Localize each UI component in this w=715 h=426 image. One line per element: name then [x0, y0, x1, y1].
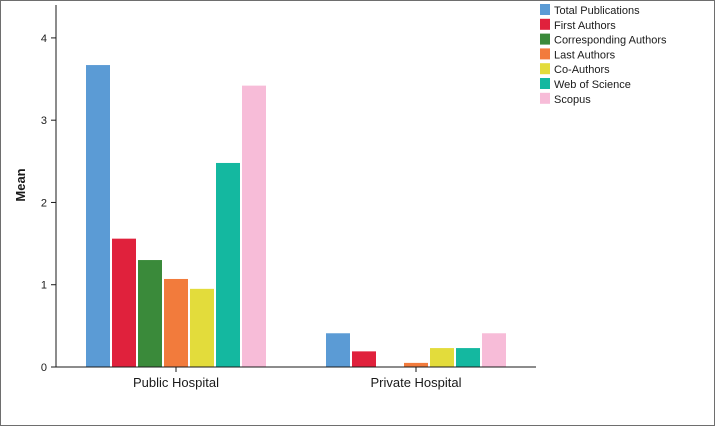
- legend-label: Web of Science: [554, 79, 631, 91]
- bar: [242, 85, 266, 368]
- legend-swatch: [540, 63, 550, 75]
- bar: [112, 238, 136, 367]
- bar: [456, 348, 480, 367]
- legend: Total Publications First Authors Correspon…: [540, 4, 667, 106]
- legend-label: Corresponding Authors: [554, 35, 667, 47]
- bar: [86, 65, 110, 368]
- bars: [86, 65, 506, 368]
- bar: [482, 333, 506, 367]
- bar: [326, 333, 350, 367]
- bar: [164, 278, 188, 367]
- legend-label: Co-Authors: [554, 64, 610, 76]
- legend-swatch: [540, 18, 550, 30]
- bar: [404, 362, 428, 367]
- bar: [430, 348, 454, 367]
- legend-label: Last Authors: [554, 49, 616, 61]
- bar: [138, 260, 162, 367]
- y-axis-title: Mean: [13, 168, 28, 201]
- legend-swatch: [540, 4, 550, 15]
- x-axis: Public Hospital Private Hospital: [56, 366, 536, 390]
- y-tick-label: 3: [41, 115, 47, 127]
- y-tick-label: 1: [41, 280, 47, 292]
- legend-swatch: [540, 33, 550, 45]
- legend-swatch: [540, 48, 550, 60]
- x-category-label: Private Hospital: [370, 375, 461, 390]
- legend-label: First Authors: [554, 20, 616, 32]
- legend-label: Total Publications: [554, 5, 640, 17]
- legend-swatch: [540, 78, 550, 89]
- y-tick-label: 2: [41, 197, 47, 209]
- bar: [216, 162, 240, 367]
- y-tick-label: 4: [41, 33, 47, 45]
- y-axis: 0 1 2 3 4: [41, 5, 57, 374]
- bar: [352, 351, 376, 367]
- bar: [190, 288, 214, 367]
- x-category-label: Public Hospital: [133, 375, 219, 390]
- y-tick-label: 0: [41, 362, 47, 374]
- legend-swatch: [540, 92, 550, 104]
- legend-label: Scopus: [554, 94, 591, 106]
